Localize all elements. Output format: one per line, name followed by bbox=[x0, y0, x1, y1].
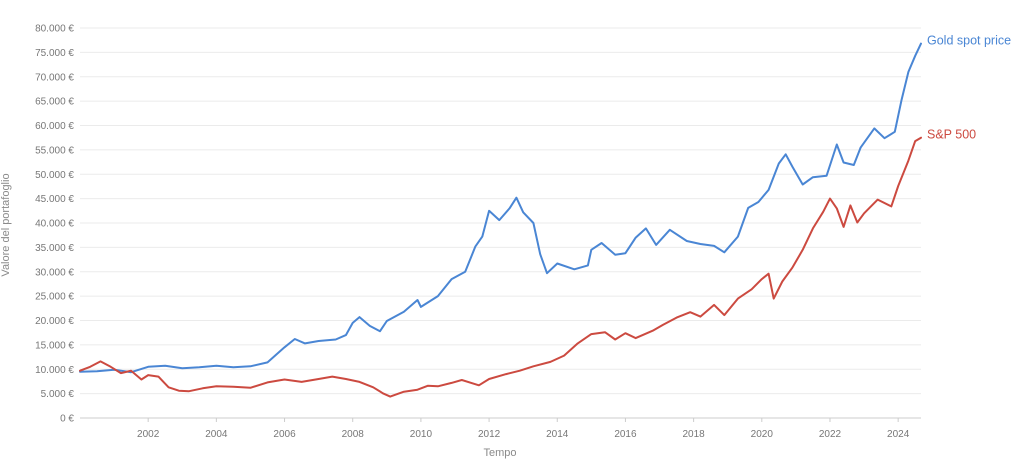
x-tick-label: 2022 bbox=[819, 429, 842, 440]
x-tick-label: 2006 bbox=[273, 429, 296, 440]
x-tick-label: 2008 bbox=[342, 429, 365, 440]
y-tick-label: 20.000 € bbox=[35, 316, 74, 327]
y-axis-ticks: 0 € 5.000 € 10.000 € 15.000 € 20.000 € 25.000… bbox=[35, 24, 74, 425]
series-label-sp500: S&P 500 bbox=[927, 128, 976, 142]
y-tick-label: 15.000 € bbox=[35, 340, 74, 351]
x-tick-label: 2012 bbox=[478, 429, 501, 440]
y-tick-label: 25.000 € bbox=[35, 292, 74, 303]
x-tick-label: 2018 bbox=[682, 429, 705, 440]
y-tick-label: 65.000 € bbox=[35, 97, 74, 108]
y-tick-label: 75.000 € bbox=[35, 48, 74, 59]
y-tick-label: 5.000 € bbox=[41, 389, 75, 400]
y-tick-label: 80.000 € bbox=[35, 24, 74, 35]
x-tick-label: 2020 bbox=[751, 429, 774, 440]
y-axis-title: Valore del portafoglio bbox=[0, 173, 12, 276]
series-lines bbox=[79, 42, 922, 398]
x-tick-label: 2010 bbox=[410, 429, 433, 440]
y-tick-label: 35.000 € bbox=[35, 243, 74, 254]
series-labels: Gold spot price S&P 500 bbox=[927, 34, 1011, 142]
y-tick-label: 60.000 € bbox=[35, 121, 74, 132]
series-label-gold: Gold spot price bbox=[927, 34, 1011, 48]
x-axis-ticks: 2002 2004 2006 2008 2010 2012 2014 2016 2018 2020… bbox=[137, 418, 910, 440]
gridlines bbox=[80, 27, 921, 419]
series-line-gold bbox=[79, 42, 922, 374]
y-tick-label: 40.000 € bbox=[35, 219, 74, 230]
x-tick-label: 2016 bbox=[614, 429, 637, 440]
x-tick-label: 2004 bbox=[205, 429, 228, 440]
y-tick-label: 50.000 € bbox=[35, 170, 74, 181]
y-tick-label: 55.000 € bbox=[35, 145, 74, 156]
x-tick-label: 2024 bbox=[887, 429, 910, 440]
y-tick-label: 45.000 € bbox=[35, 194, 74, 205]
y-tick-label: 70.000 € bbox=[35, 72, 74, 83]
x-tick-label: 2002 bbox=[137, 429, 160, 440]
x-axis-title: Tempo bbox=[483, 447, 516, 459]
x-tick-label: 2014 bbox=[546, 429, 569, 440]
series-line-sp500 bbox=[79, 136, 922, 398]
y-tick-label: 10.000 € bbox=[35, 365, 74, 376]
y-tick-label: 30.000 € bbox=[35, 267, 74, 278]
y-tick-label: 0 € bbox=[60, 414, 74, 425]
